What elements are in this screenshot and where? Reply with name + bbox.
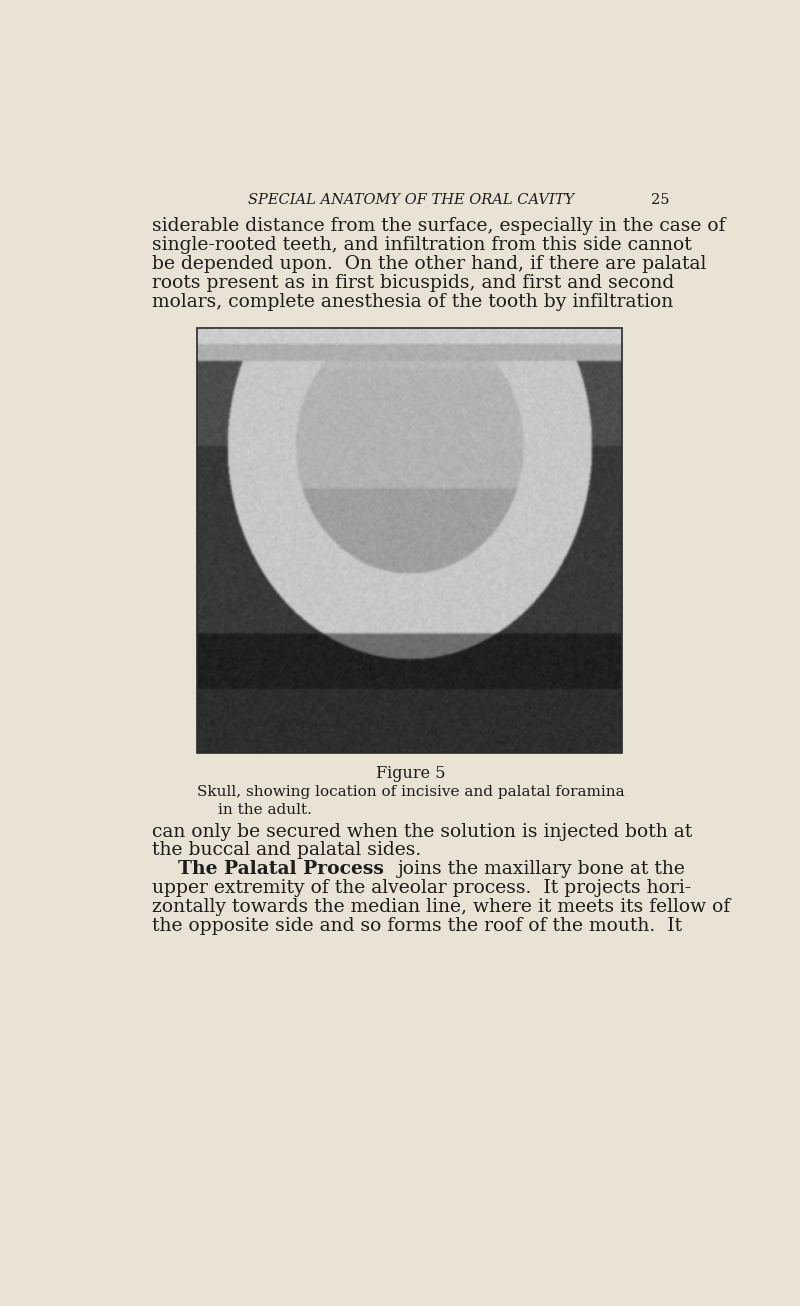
Text: roots present as in first bicuspids, and first and second: roots present as in first bicuspids, and…: [152, 274, 674, 293]
Text: single-rooted teeth, and infiltration from this side cannot: single-rooted teeth, and infiltration fr…: [152, 236, 692, 255]
Text: the buccal and palatal sides.: the buccal and palatal sides.: [152, 841, 421, 859]
Text: Figure 5: Figure 5: [376, 765, 446, 782]
Text: upper extremity of the alveolar process.  It projects hori-: upper extremity of the alveolar process.…: [152, 879, 691, 897]
Text: siderable distance from the surface, especially in the case of: siderable distance from the surface, esp…: [152, 217, 726, 235]
Text: in the adult.: in the adult.: [218, 802, 312, 816]
Text: Skull, showing location of incisive and palatal foramina: Skull, showing location of incisive and …: [197, 785, 625, 799]
Text: SPECIAL ANATOMY OF THE ORAL CAVITY: SPECIAL ANATOMY OF THE ORAL CAVITY: [248, 193, 574, 208]
Text: the opposite side and so forms the roof of the mouth.  It: the opposite side and so forms the roof …: [152, 917, 682, 935]
Text: joins the maxillary bone at the: joins the maxillary bone at the: [398, 861, 686, 879]
Text: 25: 25: [651, 193, 670, 208]
Text: can only be secured when the solution is injected both at: can only be secured when the solution is…: [152, 823, 692, 841]
Bar: [197, 328, 622, 754]
Text: The Palatal Process: The Palatal Process: [152, 861, 384, 879]
Text: molars, complete anesthesia of the tooth by infiltration: molars, complete anesthesia of the tooth…: [152, 293, 673, 311]
Text: be depended upon.  On the other hand, if there are palatal: be depended upon. On the other hand, if …: [152, 255, 706, 273]
Text: zontally towards the median line, where it meets its fellow of: zontally towards the median line, where …: [152, 899, 730, 916]
